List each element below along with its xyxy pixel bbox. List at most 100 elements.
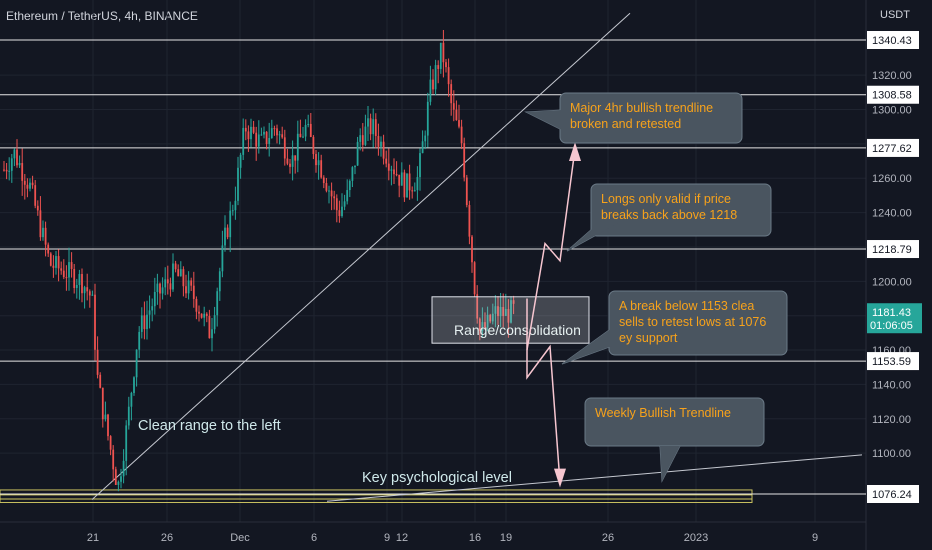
candle-body <box>364 126 367 145</box>
candle-body <box>270 128 273 139</box>
candle-body <box>205 313 208 316</box>
candle-body <box>3 169 5 171</box>
candle-body <box>283 137 286 159</box>
level-price-label: 1076.24 <box>872 489 912 501</box>
candle-body <box>512 300 515 304</box>
candle-body <box>109 436 112 450</box>
candle-body <box>260 134 263 136</box>
callout-trendline-broken: Major 4hr bullish trendline broken and re… <box>524 92 743 144</box>
candle-body <box>302 136 304 138</box>
candle-body <box>94 294 96 350</box>
candle-body <box>101 387 104 420</box>
candle-body <box>65 277 68 279</box>
candle-body <box>426 101 429 136</box>
candle-body <box>211 329 213 339</box>
x-tick-label: 26 <box>602 532 614 544</box>
candle-body <box>44 227 47 245</box>
candle-body <box>455 109 458 121</box>
candle-body <box>198 311 200 314</box>
candle-body <box>39 210 42 238</box>
y-tick-label: 1240.00 <box>872 208 912 220</box>
candle-body <box>359 135 362 142</box>
candle-body <box>348 180 351 191</box>
candle-body <box>29 182 31 189</box>
candle-body <box>369 118 372 135</box>
candle-body <box>315 154 317 166</box>
candle-body <box>148 310 151 315</box>
candle-body <box>203 313 206 318</box>
candle-body <box>491 313 494 322</box>
candle-body <box>60 268 63 271</box>
candle-body <box>143 315 146 330</box>
candle-body <box>322 177 325 184</box>
candle-body <box>192 285 195 299</box>
candle-body <box>406 173 408 198</box>
candle-body <box>23 180 26 185</box>
candle-body <box>421 141 424 154</box>
candle-body <box>429 79 432 102</box>
candle-body <box>476 294 479 319</box>
candle-body <box>179 269 182 277</box>
callout-text: Weekly Bullish Trendline <box>595 406 731 420</box>
level-price-label-bg <box>867 31 919 49</box>
y-tick-label: 1120.00 <box>872 414 911 426</box>
candle-body <box>382 141 385 159</box>
candle-body <box>10 158 13 171</box>
callout-tail-fill <box>562 328 612 364</box>
candle-body <box>156 283 159 293</box>
candle-body <box>356 141 359 166</box>
candle-body <box>351 167 354 181</box>
symbol-title: Ethereum / TetherUS, 4h, BINANCE <box>6 9 198 23</box>
candle-body <box>73 268 76 288</box>
x-tick-label: 9 <box>384 532 390 544</box>
candle-body <box>484 322 486 328</box>
candle-body <box>439 42 442 69</box>
candle-body <box>49 253 52 266</box>
callout-tail-fill <box>567 222 620 251</box>
candle-body <box>172 263 174 290</box>
candle-body <box>296 133 299 161</box>
level-price-label: 1308.58 <box>872 90 912 102</box>
candle-body <box>354 165 356 168</box>
candle-body <box>442 42 445 63</box>
candle-body <box>213 315 216 330</box>
candle-body <box>234 200 237 211</box>
candle-body <box>226 227 229 238</box>
candle-body <box>151 306 154 311</box>
candle-body <box>343 201 346 207</box>
current-price-label-bg <box>867 303 922 334</box>
level-price-label-bg <box>867 85 919 104</box>
candle-body <box>75 284 78 288</box>
callout-text: A break below 1153 clea <box>619 299 754 313</box>
bearish-projection-path <box>526 298 561 483</box>
candle-body <box>377 135 380 147</box>
candle-body <box>416 177 419 191</box>
candle-body <box>224 227 226 246</box>
candle-body <box>458 120 460 127</box>
candle-body <box>385 158 388 164</box>
x-tick-label: 9 <box>812 532 818 544</box>
candle-body <box>107 414 109 437</box>
candle-body <box>122 460 125 477</box>
callout-weekly-trendline: Weekly Bullish Trendline <box>584 397 765 483</box>
candle-body <box>161 287 164 294</box>
level-price-label-bg <box>867 138 919 157</box>
candle-body <box>291 155 294 167</box>
candle-body <box>229 210 232 238</box>
level-price-label: 1277.62 <box>872 143 912 155</box>
candle-body <box>333 196 336 199</box>
candle-body <box>96 349 99 375</box>
candle-body <box>252 126 255 133</box>
x-tick-label: 26 <box>161 532 173 544</box>
candle-body <box>481 322 484 331</box>
candle-body <box>242 127 245 155</box>
candle-body <box>286 158 289 164</box>
candle-body <box>257 134 260 147</box>
candle-body <box>309 123 312 137</box>
candle-body <box>13 149 16 159</box>
label-clean-range: Clean range to the left <box>138 418 281 434</box>
candle-body <box>413 190 416 192</box>
candle-body <box>182 269 185 287</box>
candle-body <box>504 308 507 316</box>
